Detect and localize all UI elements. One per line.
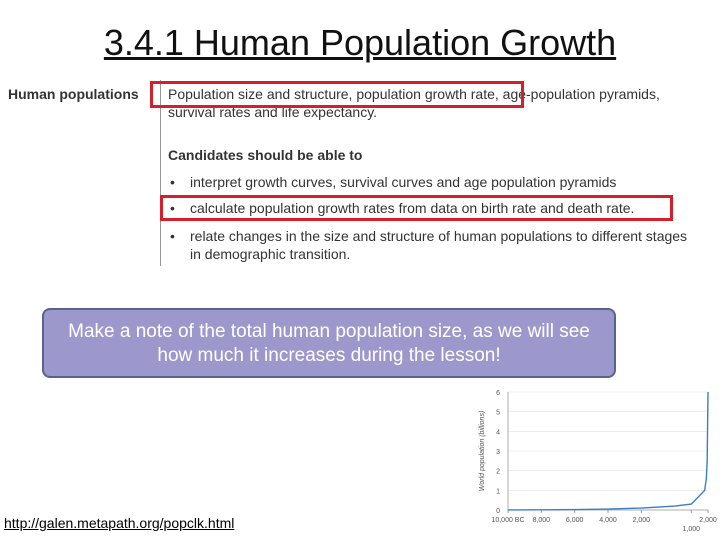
bullet-dot: • bbox=[170, 174, 175, 190]
topic: Human populations bbox=[8, 86, 139, 102]
x-tick-label: 6,000 bbox=[566, 517, 584, 524]
content-rest: age-population pyramids, bbox=[502, 86, 660, 102]
bullet: relate changes in the size and structure… bbox=[190, 228, 688, 244]
highlight-box bbox=[150, 81, 524, 108]
skills-heading: Candidates should be able to bbox=[168, 147, 363, 163]
y-axis-label: World population (billions) bbox=[479, 411, 486, 492]
y-tick-label: 6 bbox=[496, 390, 500, 397]
x-tick-label: 1,000 bbox=[683, 526, 701, 533]
content: Population size and structure, populatio… bbox=[168, 86, 660, 102]
bullet: in demographic transition. bbox=[190, 246, 351, 262]
divider bbox=[160, 80, 161, 266]
highlight-box bbox=[160, 195, 673, 221]
content-highlighted: Population size and structure, populatio… bbox=[168, 86, 499, 102]
slide-title: 3.4.1 Human Population Growth bbox=[103, 22, 617, 63]
y-tick-label: 4 bbox=[496, 429, 500, 436]
x-tick-label: 10,000 BC bbox=[491, 517, 524, 524]
x-tick-label: 2,000 bbox=[633, 517, 651, 524]
x-tick-label: 2,000 bbox=[699, 517, 717, 524]
population-curve bbox=[507, 391, 709, 511]
y-tick-label: 3 bbox=[496, 449, 500, 456]
x-tick-label: 8,000 bbox=[533, 517, 551, 524]
bullet: calculate population growth rates from d… bbox=[190, 200, 635, 216]
y-tick-label: 0 bbox=[496, 508, 500, 515]
bullet: interpret growth curves, survival curves… bbox=[190, 174, 617, 190]
bullet-dot: • bbox=[170, 228, 175, 244]
bullet-dot: • bbox=[170, 200, 175, 216]
content-line: survival rates and life expectancy. bbox=[168, 104, 378, 120]
population-chart: World population (billions) 0 1 2 3 4 5 6 10,000… bbox=[479, 390, 717, 533]
y-tick-label: 2 bbox=[496, 469, 500, 476]
link[interactable]: http://galen.metapath.org/popclk.html bbox=[4, 515, 235, 531]
callout: Make a note of the total human populatio… bbox=[42, 308, 616, 378]
y-tick-label: 5 bbox=[496, 410, 500, 417]
x-tick-label: 4,000 bbox=[599, 517, 617, 524]
y-tick-label: 1 bbox=[496, 488, 500, 495]
